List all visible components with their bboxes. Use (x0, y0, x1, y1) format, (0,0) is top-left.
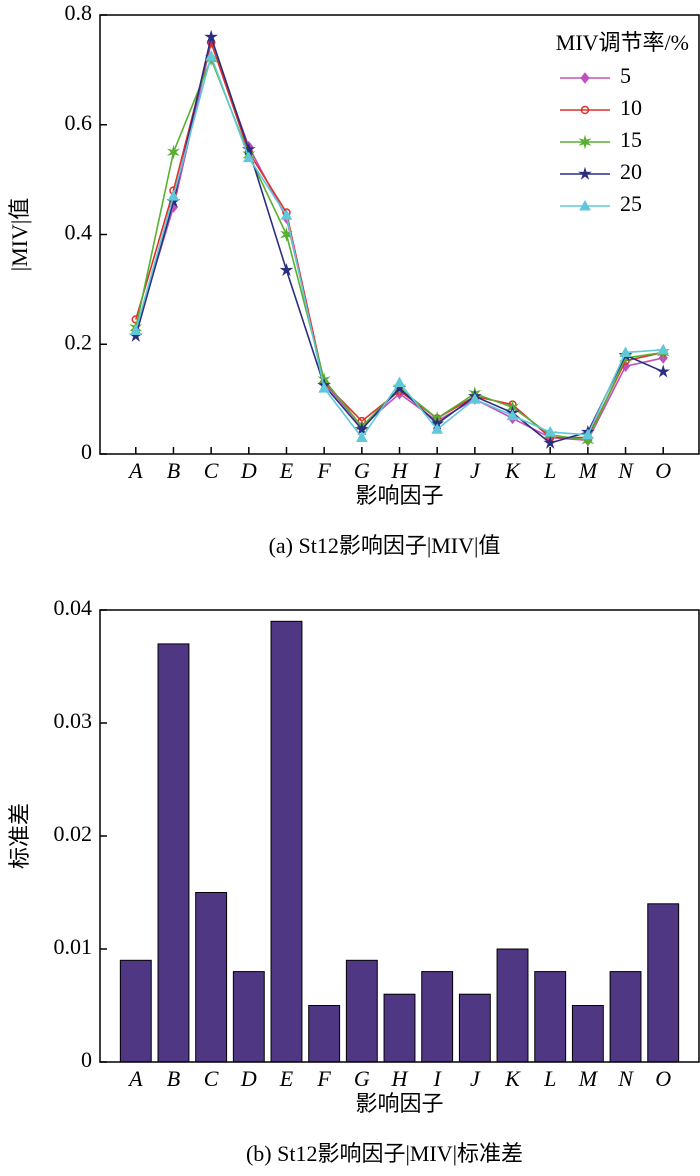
bar (270, 620, 303, 1063)
y-tick-label: 0.6 (65, 110, 93, 135)
x-tick-label: I (433, 458, 443, 483)
marker (355, 431, 368, 443)
x-tick-label: O (655, 1066, 671, 1091)
marker (544, 426, 557, 437)
x-tick-label: O (655, 458, 671, 483)
x-axis-title: 影响因子 (355, 483, 443, 508)
marker (543, 435, 558, 449)
marker (318, 382, 331, 393)
x-tick-label: B (167, 458, 180, 483)
bar (308, 1005, 341, 1063)
x-tick-label: E (279, 458, 294, 483)
x-tick-label: G (354, 1066, 370, 1091)
marker (579, 199, 591, 211)
bar (534, 971, 567, 1063)
x-tick-label: H (391, 458, 409, 483)
y-tick-label: 0.03 (54, 708, 93, 733)
marker (279, 262, 294, 277)
x-tick-label: A (127, 458, 143, 483)
marker (582, 428, 594, 440)
marker (656, 364, 671, 378)
marker (468, 393, 481, 404)
marker (578, 166, 592, 180)
x-tick-label: K (504, 1066, 521, 1091)
bar (383, 993, 416, 1063)
y-tick-label: 0 (81, 439, 92, 464)
caption: (a) St12影响因子|MIV|值 (269, 533, 501, 558)
x-tick-label: C (204, 458, 219, 483)
x-axis-title: 影响因子 (355, 1091, 443, 1116)
marker (506, 409, 519, 421)
x-tick-label: F (316, 1066, 331, 1091)
legend-label: 10 (620, 95, 642, 120)
y-tick-label: 0.01 (54, 934, 93, 959)
x-tick-label: B (167, 1066, 180, 1091)
bar (195, 892, 228, 1063)
marker (204, 29, 219, 43)
marker (280, 227, 293, 242)
marker (129, 324, 142, 336)
bar (496, 948, 529, 1063)
bar (571, 1005, 604, 1063)
y-tick-label: 0.02 (54, 821, 93, 846)
y-axis-title: 标准差 (7, 803, 32, 869)
bar (458, 993, 491, 1063)
legend-label: 25 (620, 191, 642, 216)
marker (280, 209, 293, 220)
marker (578, 134, 592, 150)
bar (647, 903, 680, 1063)
bar (345, 959, 378, 1063)
legend-title: MIV调节率/% (556, 30, 689, 55)
plot-frame (99, 609, 700, 1063)
x-tick-label: K (504, 458, 521, 483)
x-tick-label: M (578, 1066, 599, 1091)
y-axis-title: |MIV|值 (7, 198, 32, 272)
marker (580, 72, 590, 84)
plot-frame (99, 14, 700, 455)
marker (657, 343, 670, 355)
marker (167, 144, 180, 160)
legend-label: 20 (620, 159, 642, 184)
y-tick-label: 0.8 (65, 0, 93, 25)
legend-label: 5 (620, 63, 631, 88)
x-tick-label: G (354, 458, 370, 483)
bar (119, 959, 152, 1063)
x-tick-label: L (543, 458, 556, 483)
caption: (b) St12影响因子|MIV|标准差 (246, 1141, 523, 1166)
y-tick-label: 0.4 (65, 220, 93, 245)
x-tick-label: J (470, 1066, 481, 1091)
marker (167, 190, 180, 201)
x-tick-label: F (316, 458, 331, 483)
x-tick-label: N (617, 1066, 634, 1091)
bar (232, 971, 265, 1063)
marker (431, 423, 444, 434)
bar (157, 643, 190, 1063)
marker (354, 422, 369, 436)
marker (580, 105, 590, 115)
x-tick-label: M (578, 458, 599, 483)
x-tick-label: D (240, 458, 257, 483)
legend-label: 15 (620, 127, 642, 152)
marker (393, 376, 406, 388)
bar (609, 971, 642, 1063)
x-tick-label: D (240, 1066, 257, 1091)
y-tick-label: 0 (81, 1047, 92, 1072)
y-tick-label: 0.04 (54, 595, 93, 620)
x-tick-label: N (617, 458, 634, 483)
x-tick-label: E (279, 1066, 294, 1091)
marker (242, 151, 255, 163)
bar (421, 971, 454, 1063)
marker (205, 50, 217, 61)
x-tick-label: A (127, 1066, 143, 1091)
y-tick-label: 0.2 (65, 329, 93, 354)
x-tick-label: H (391, 1066, 409, 1091)
x-tick-label: J (470, 458, 481, 483)
x-tick-label: L (543, 1066, 556, 1091)
x-tick-label: C (204, 1066, 219, 1091)
marker (619, 346, 632, 357)
x-tick-label: I (433, 1066, 443, 1091)
